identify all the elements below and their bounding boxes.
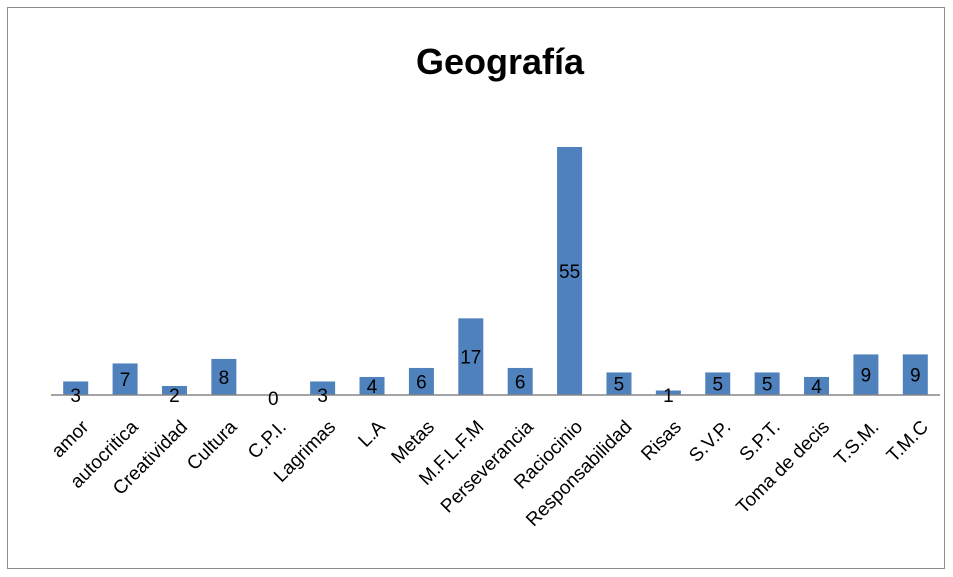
data-label-0: 3 <box>70 386 81 407</box>
data-label-2: 2 <box>169 386 180 407</box>
category-label-12: Risas <box>637 417 685 465</box>
data-label-4: 0 <box>268 389 279 410</box>
category-label-6: L.A <box>355 416 390 451</box>
data-label-10: 55 <box>559 262 580 283</box>
category-label-16: T.S.M. <box>831 417 884 470</box>
data-label-15: 4 <box>811 377 822 398</box>
data-label-16: 9 <box>861 366 872 387</box>
category-label-3: Cultura <box>183 416 241 474</box>
data-label-12: 1 <box>663 386 674 407</box>
data-label-7: 6 <box>416 372 427 393</box>
data-label-1: 7 <box>120 370 131 391</box>
data-label-11: 5 <box>614 375 625 396</box>
category-label-0: amor <box>48 416 94 462</box>
data-label-17: 9 <box>910 366 921 387</box>
data-label-3: 8 <box>219 368 230 389</box>
chart-title: Geografía <box>416 41 585 82</box>
category-label-17: T.M.C <box>883 417 933 467</box>
data-label-5: 3 <box>317 386 328 407</box>
category-label-4: C.P.I. <box>244 417 291 464</box>
data-label-9: 6 <box>515 372 526 393</box>
data-label-14: 5 <box>762 375 773 396</box>
data-label-8: 17 <box>460 348 481 369</box>
category-label-13: S.V.P. <box>685 417 735 467</box>
bars-group <box>63 147 928 395</box>
data-label-6: 4 <box>367 377 378 398</box>
data-label-13: 5 <box>712 375 723 396</box>
